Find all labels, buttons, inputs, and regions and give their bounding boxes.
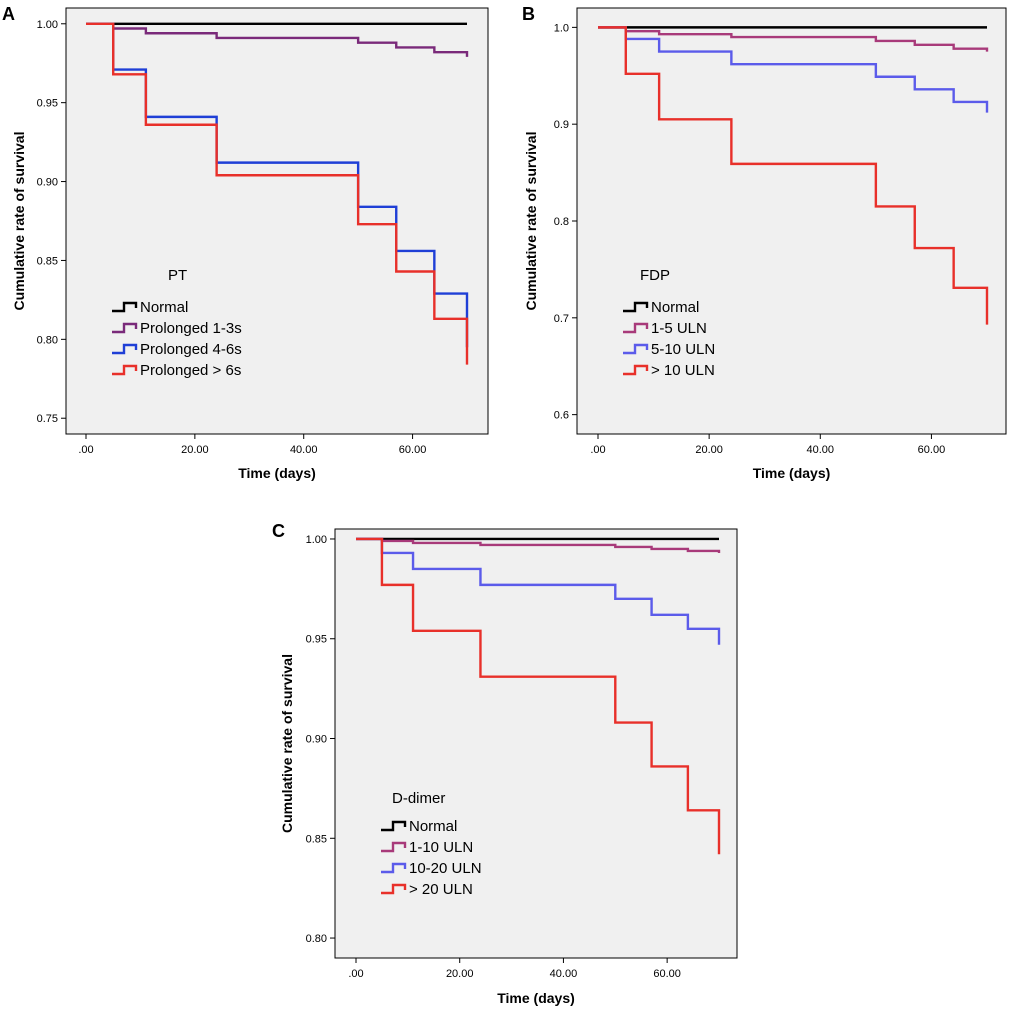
panel-c-series-line-3: [356, 537, 721, 645]
panel-a-legend-label-1: Normal: [140, 299, 188, 316]
panel-c-legend-swatch-2: [381, 841, 407, 853]
panel-b-y-tick-label: 0.9: [554, 119, 569, 131]
panel-c-legend-label-4: > 20 ULN: [409, 881, 473, 898]
panel-a-legend-title: PT: [168, 267, 187, 284]
panel-a-x-tick-label: 40.00: [290, 444, 318, 456]
panel-b-x-tick-label: 60.00: [918, 444, 946, 456]
panel-a-plot-area: [65, 7, 489, 435]
panel-c-legend-swatch-1: [381, 820, 407, 832]
panel-c-legend-label-2: 1-10 ULN: [409, 839, 473, 856]
panel-b-legend-title: FDP: [640, 267, 670, 284]
panel-c-x-tick-label: 20.00: [446, 968, 474, 980]
panel-c-legend-label-3: 10-20 ULN: [409, 860, 482, 877]
panel-a-x-tick-label: .00: [78, 444, 93, 456]
panel-a-legend-label-3: Prolonged 4-6s: [140, 341, 242, 358]
panel-a-legend-swatch-4: [112, 364, 138, 376]
panel-c-y-tick-label: 0.95: [306, 634, 327, 646]
panel-a-legend-swatch-3: [112, 343, 138, 355]
panel-b-y-tick-label: 0.7: [554, 313, 569, 325]
panel-c-y-tick-label: 0.90: [306, 734, 327, 746]
panel-b-legend-swatch-1: [623, 301, 649, 313]
panel-c-y-axis-title: Cumulative rate of survival: [279, 654, 295, 833]
panel-b-legend-swatch-3: [623, 343, 649, 355]
panel-b-x-tick-label: 40.00: [807, 444, 835, 456]
panel-c-x-tick-label: 40.00: [550, 968, 578, 980]
panel-c-x-axis-title: Time (days): [497, 990, 575, 1006]
panel-c-legend-title: D-dimer: [392, 790, 445, 807]
panel-a-legend-label-2: Prolonged 1-3s: [140, 320, 242, 337]
panel-c-x-tick-label: 60.00: [653, 968, 681, 980]
panel-a-x-axis-title: Time (days): [238, 465, 316, 481]
panel-c-series-line-2: [356, 537, 721, 553]
panel-b-legend-swatch-4: [623, 364, 649, 376]
panel-a-legend-label-4: Prolonged > 6s: [140, 362, 241, 379]
panel-b-x-axis-title: Time (days): [753, 465, 831, 481]
panel-a-legend-swatch-1: [112, 301, 138, 313]
panel-a-legend-swatch-2: [112, 322, 138, 334]
panel-c-letter: C: [272, 521, 285, 541]
panel-a-y-tick-label: 0.90: [37, 177, 58, 189]
panel-b-x-tick-label: .00: [590, 444, 605, 456]
panel-a-letter: A: [2, 4, 15, 24]
panel-a-y-tick-label: 0.95: [37, 98, 58, 110]
panel-b-y-tick-label: 1.0: [554, 22, 569, 34]
panel-a-x-tick-label: 20.00: [181, 444, 209, 456]
panel-a-y-tick-label: 1.00: [37, 19, 58, 31]
panel-b-legend-label-2: 1-5 ULN: [651, 320, 707, 337]
panel-c-legend-swatch-3: [381, 862, 407, 874]
panel-c-y-tick-label: 0.80: [306, 933, 327, 945]
panel-b-letter: B: [522, 4, 535, 24]
panel-c-series-line-4: [356, 537, 721, 855]
panel-b-series-line-2: [598, 26, 989, 52]
panel-c-legend-label-1: Normal: [409, 818, 457, 835]
panel-b-series-line-4: [598, 26, 989, 325]
panel-b-legend-label-4: > 10 ULN: [651, 362, 715, 379]
panel-a-y-tick-label: 0.80: [37, 334, 58, 346]
panel-b-legend-swatch-2: [623, 322, 649, 334]
panel-b-x-tick-label: 20.00: [695, 444, 723, 456]
panel-b-series-line-3: [598, 26, 989, 113]
panel-b-plot-area: [576, 7, 1007, 435]
panel-a-x-tick-label: 60.00: [399, 444, 427, 456]
panel-b: B 0.6 0.7 0.8 0.9 1.0 .00 20.00 40.00 60.00 Time (…: [522, 4, 1007, 481]
panel-a-y-tick-label: 0.75: [37, 413, 58, 425]
panel-c-y-tick-label: 1.00: [306, 534, 327, 546]
panel-c-plot-area: [334, 528, 738, 959]
panel-a-y-tick-label: 0.85: [37, 255, 58, 267]
panel-c-y-tick-label: 0.85: [306, 833, 327, 845]
panel-a: A 0.75 0.80 0.85 0.90 0.95 1.00 .00 20.00 40.00 60…: [2, 4, 489, 481]
panel-b-legend-label-1: Normal: [651, 299, 699, 316]
panel-b-y-axis-title: Cumulative rate of survival: [523, 132, 539, 311]
panel-a-series-line-2: [86, 22, 469, 57]
panel-b-legend-label-3: 5-10 ULN: [651, 341, 715, 358]
panel-c-x-tick-label: .00: [348, 968, 363, 980]
panel-a-series-line-4: [86, 22, 469, 365]
panel-c-legend-swatch-4: [381, 883, 407, 895]
panel-b-y-tick-label: 0.8: [554, 216, 569, 228]
panel-b-y-tick-label: 0.6: [554, 410, 569, 422]
panel-a-y-axis-title: Cumulative rate of survival: [11, 132, 27, 311]
panel-c: C 0.80 0.85 0.90 0.95 1.00 .00 20.00 40.00 60.00 T…: [272, 521, 738, 1006]
